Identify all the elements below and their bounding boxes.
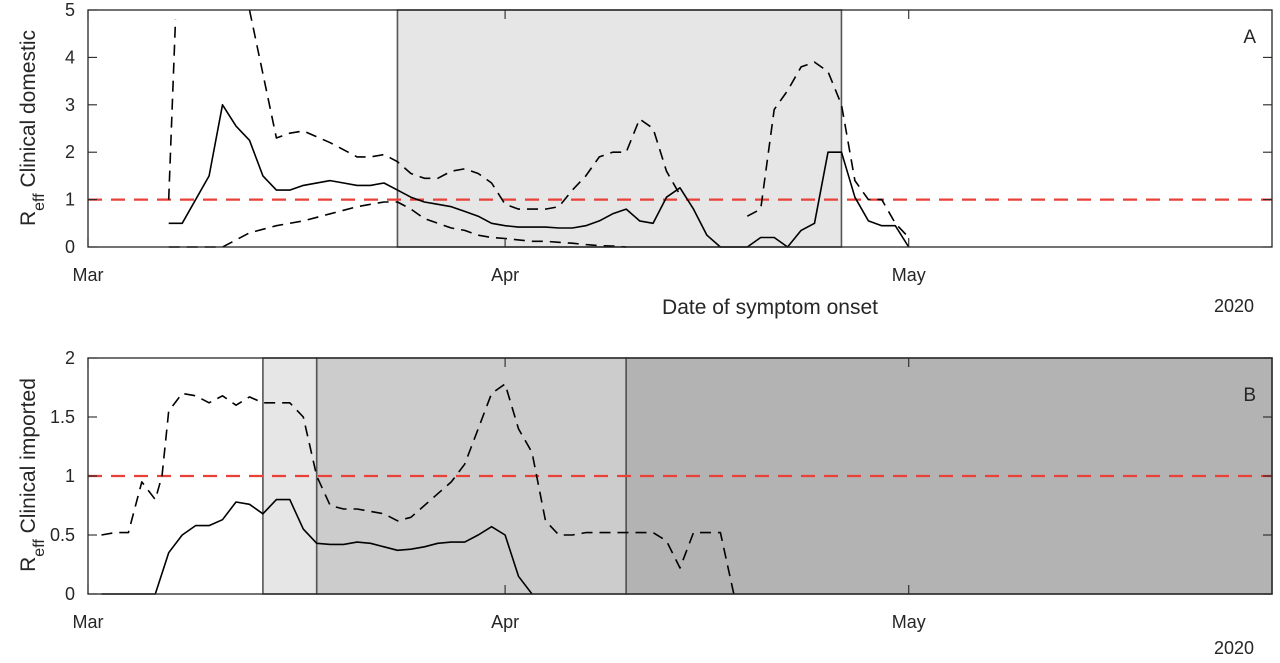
- panel-b-chart: 0 0.5 1 1.5 2 Mar Apr May B 2020 Reff Clinical imp…: [17, 348, 1273, 658]
- series-line-dashed: [167, 9, 910, 239]
- y-axis-label: Reff Clinical domestic: [17, 30, 48, 226]
- y-axis-label-rest: Clinical imported: [17, 378, 40, 539]
- panel-letter: B: [1243, 385, 1256, 406]
- y-axis-label-rest: Clinical domestic: [17, 30, 40, 193]
- series-line-solid: [168, 104, 910, 248]
- series-line-solid: [101, 498, 533, 595]
- x-tick-label: May: [892, 265, 926, 285]
- y-tick-label: 1.5: [50, 407, 75, 427]
- year-label: 2020: [1214, 296, 1254, 316]
- series-line-dashed: [101, 383, 735, 595]
- y-tick-label: 0: [65, 584, 75, 604]
- panel-a-chart: 0 1 2 3 4 5 Mar Apr May A 2020 Date of symptom onse…: [17, 0, 1273, 319]
- y-axis-label: Reff Clinical imported: [17, 378, 48, 572]
- series-line-dashed: [168, 201, 627, 248]
- y-tick-label: 4: [65, 47, 75, 67]
- y-tick-label: 1: [65, 466, 75, 486]
- shaded-region: [396, 9, 843, 248]
- y-axis-label-sub: eff: [31, 539, 48, 557]
- y-tick-label: 0: [65, 237, 75, 257]
- y-tick-label: 1: [65, 190, 75, 210]
- y-tick-label: 0.5: [50, 525, 75, 545]
- y-axis-label-sub: eff: [31, 193, 48, 211]
- x-axis-label: Date of symptom onset: [662, 296, 878, 319]
- year-label: 2020: [1214, 638, 1254, 658]
- y-tick-label: 3: [65, 95, 75, 115]
- y-tick-label: 2: [65, 348, 75, 368]
- x-tick-label: Mar: [73, 265, 104, 285]
- y-axis-label-main: R: [17, 557, 40, 572]
- x-tick-label: May: [892, 612, 926, 632]
- x-tick-label: Apr: [491, 265, 519, 285]
- y-tick-label: 5: [65, 0, 75, 20]
- y-axis-label-main: R: [17, 211, 40, 226]
- axes-box: [87, 9, 1273, 248]
- x-tick-label: Apr: [491, 612, 519, 632]
- y-tick-label: 2: [65, 142, 75, 162]
- x-tick-label: Mar: [73, 612, 104, 632]
- panel-letter: A: [1243, 27, 1256, 48]
